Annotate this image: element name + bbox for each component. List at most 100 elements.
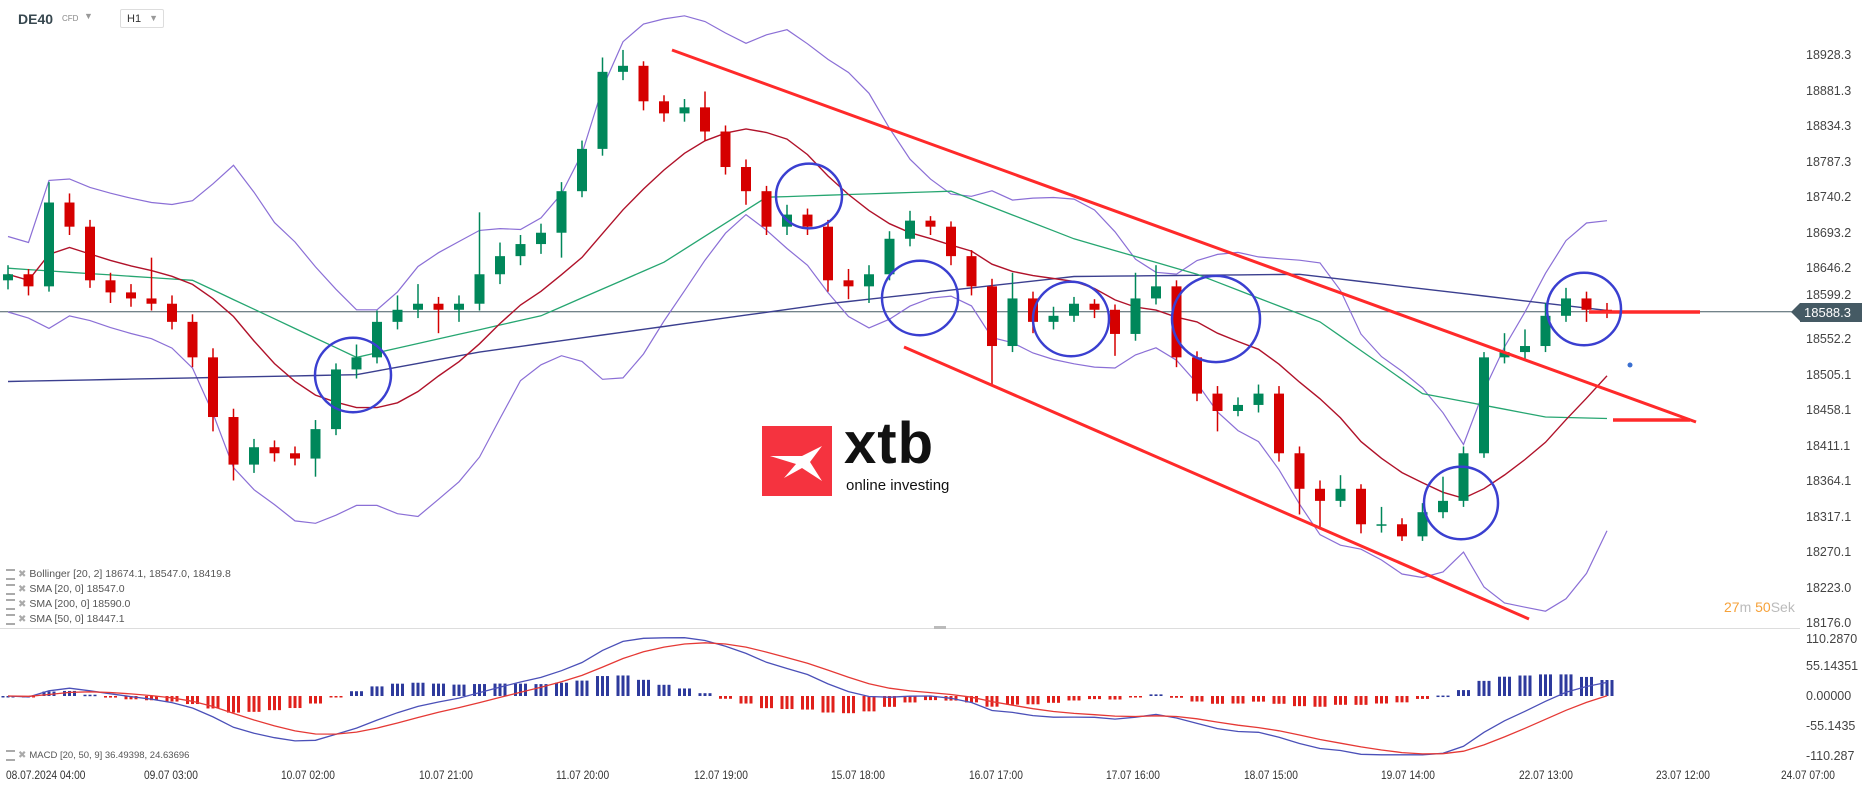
- bullish-candle: [372, 321, 382, 358]
- macd-histogram-bar: [1282, 696, 1286, 704]
- macd-histogram-bar: [191, 696, 194, 705]
- price-tick-label: 18787.3: [1806, 154, 1852, 169]
- macd-histogram-bar: [109, 696, 112, 698]
- macd-histogram-bar: [806, 696, 809, 710]
- macd-histogram-bar: [1088, 696, 1091, 700]
- time-tick-label: 18.07 15:00: [1243, 768, 1298, 782]
- countdown-seconds-unit: Sek: [1770, 599, 1795, 615]
- macd-histogram-bar: [724, 696, 727, 699]
- macd-histogram-bar: [760, 696, 763, 709]
- macd-histogram-bar: [662, 684, 666, 696]
- bullish-candle: [1151, 286, 1161, 299]
- macd-histogram-bar: [155, 696, 158, 701]
- bullish-candle: [556, 191, 567, 233]
- macd-histogram-bar: [350, 691, 353, 696]
- macd-histogram-bar: [1462, 690, 1465, 696]
- remove-icon[interactable]: ✖: [18, 614, 27, 625]
- macd-histogram-bar: [73, 690, 76, 696]
- settings-icon[interactable]: [6, 598, 15, 610]
- legend-sma50[interactable]: ✖ SMA [50, 0] 18447.1: [6, 613, 125, 626]
- macd-histogram-bar: [1216, 696, 1219, 704]
- bearish-candle: [167, 303, 177, 322]
- macd-histogram-bar: [1170, 696, 1173, 698]
- macd-histogram-bar: [626, 675, 630, 696]
- macd-histogram-bar: [534, 684, 538, 696]
- macd-histogram-bar: [6, 696, 10, 698]
- macd-histogram-bar: [1318, 696, 1322, 707]
- macd-histogram-bar: [293, 696, 297, 709]
- settings-icon[interactable]: [6, 568, 15, 580]
- macd-histogram-bar: [575, 680, 579, 696]
- macd-histogram-bar: [908, 696, 912, 703]
- price-tick-label: 18740.2: [1806, 190, 1852, 205]
- bullish-candle: [310, 429, 321, 459]
- remove-icon[interactable]: ✖: [18, 569, 27, 580]
- macd-histogram-bar: [826, 696, 830, 713]
- macd-histogram-bar: [1487, 680, 1491, 696]
- macd-histogram-bar: [396, 683, 399, 696]
- bullish-candle: [3, 274, 13, 281]
- macd-histogram-bar: [831, 696, 835, 713]
- settings-icon[interactable]: [6, 750, 15, 761]
- macd-histogram-bar: [216, 696, 220, 709]
- macd-histogram-bar: [1093, 696, 1096, 700]
- bollinger-lower-band: [7, 213, 1608, 612]
- macd-histogram-bar: [1416, 696, 1419, 699]
- macd-histogram-bar: [503, 683, 507, 696]
- macd-histogram-bar: [606, 676, 609, 696]
- macd-histogram-bar: [104, 696, 107, 698]
- bullish-candle: [392, 309, 403, 322]
- macd-histogram-bar: [539, 684, 543, 696]
- macd-histogram-bar: [150, 696, 153, 701]
- macd-histogram-bar: [703, 693, 707, 696]
- legend-bollinger[interactable]: ✖ Bollinger [20, 2] 18674.1, 18547.0, 184…: [6, 568, 231, 581]
- price-tick-label: 18176.0: [1806, 616, 1852, 631]
- settings-icon[interactable]: [6, 613, 15, 625]
- price-tick-label: 18928.3: [1806, 48, 1852, 62]
- macd-histogram-bar: [319, 696, 322, 704]
- macd-histogram-bar: [544, 684, 548, 696]
- macd-histogram-bar: [114, 696, 117, 698]
- macd-histogram-bar: [1252, 696, 1255, 702]
- symbol-name[interactable]: DE40: [18, 11, 54, 27]
- remove-icon[interactable]: ✖: [18, 599, 27, 610]
- bearish-candle: [126, 292, 136, 299]
- macd-histogram-bar: [1503, 676, 1506, 696]
- macd-histogram-bar: [1600, 680, 1604, 696]
- macd-histogram-bar: [1236, 696, 1240, 704]
- macd-histogram-bar: [498, 683, 502, 696]
- macd-histogram-bar: [1257, 696, 1260, 702]
- pane-separator[interactable]: [0, 628, 1800, 629]
- macd-histogram-bar: [565, 682, 568, 696]
- settings-icon[interactable]: [6, 583, 15, 595]
- bearish-candle: [433, 303, 444, 310]
- macd-histogram-bar: [688, 688, 691, 696]
- legend-macd[interactable]: ✖ MACD [20, 50, 9] 36.49398, 24.63696: [6, 750, 189, 762]
- macd-histogram-bar: [1344, 696, 1347, 705]
- macd-histogram-bar: [1241, 696, 1245, 704]
- macd-histogram-bar: [1400, 696, 1404, 703]
- macd-histogram-bar: [667, 684, 671, 696]
- macd-line: [7, 637, 1608, 756]
- macd-histogram-bar: [1098, 696, 1101, 700]
- bearish-candle: [1274, 393, 1284, 454]
- pane-resize-handle[interactable]: [934, 626, 946, 629]
- macd-histogram-bar: [1262, 696, 1265, 702]
- bullish-candle: [1007, 298, 1018, 347]
- remove-icon[interactable]: ✖: [18, 750, 27, 762]
- bullish-candle: [249, 447, 259, 465]
- macd-histogram-bar: [585, 680, 589, 696]
- macd-histogram-bar: [975, 696, 978, 703]
- symbol-dropdown-caret-icon[interactable]: ▼: [84, 11, 93, 21]
- legend-sma200[interactable]: ✖ SMA [200, 0] 18590.0: [6, 598, 130, 611]
- macd-histogram-bar: [1508, 676, 1511, 696]
- legend-sma20[interactable]: ✖ SMA [20, 0] 18547.0: [6, 583, 125, 596]
- macd-histogram-bar: [1211, 696, 1214, 704]
- macd-histogram-bar: [1385, 696, 1388, 704]
- macd-histogram-bar: [1231, 696, 1235, 704]
- timeframe-dropdown[interactable]: H1 ▼: [120, 9, 164, 28]
- macd-histogram-bar: [1375, 696, 1378, 704]
- remove-icon[interactable]: ✖: [18, 584, 27, 595]
